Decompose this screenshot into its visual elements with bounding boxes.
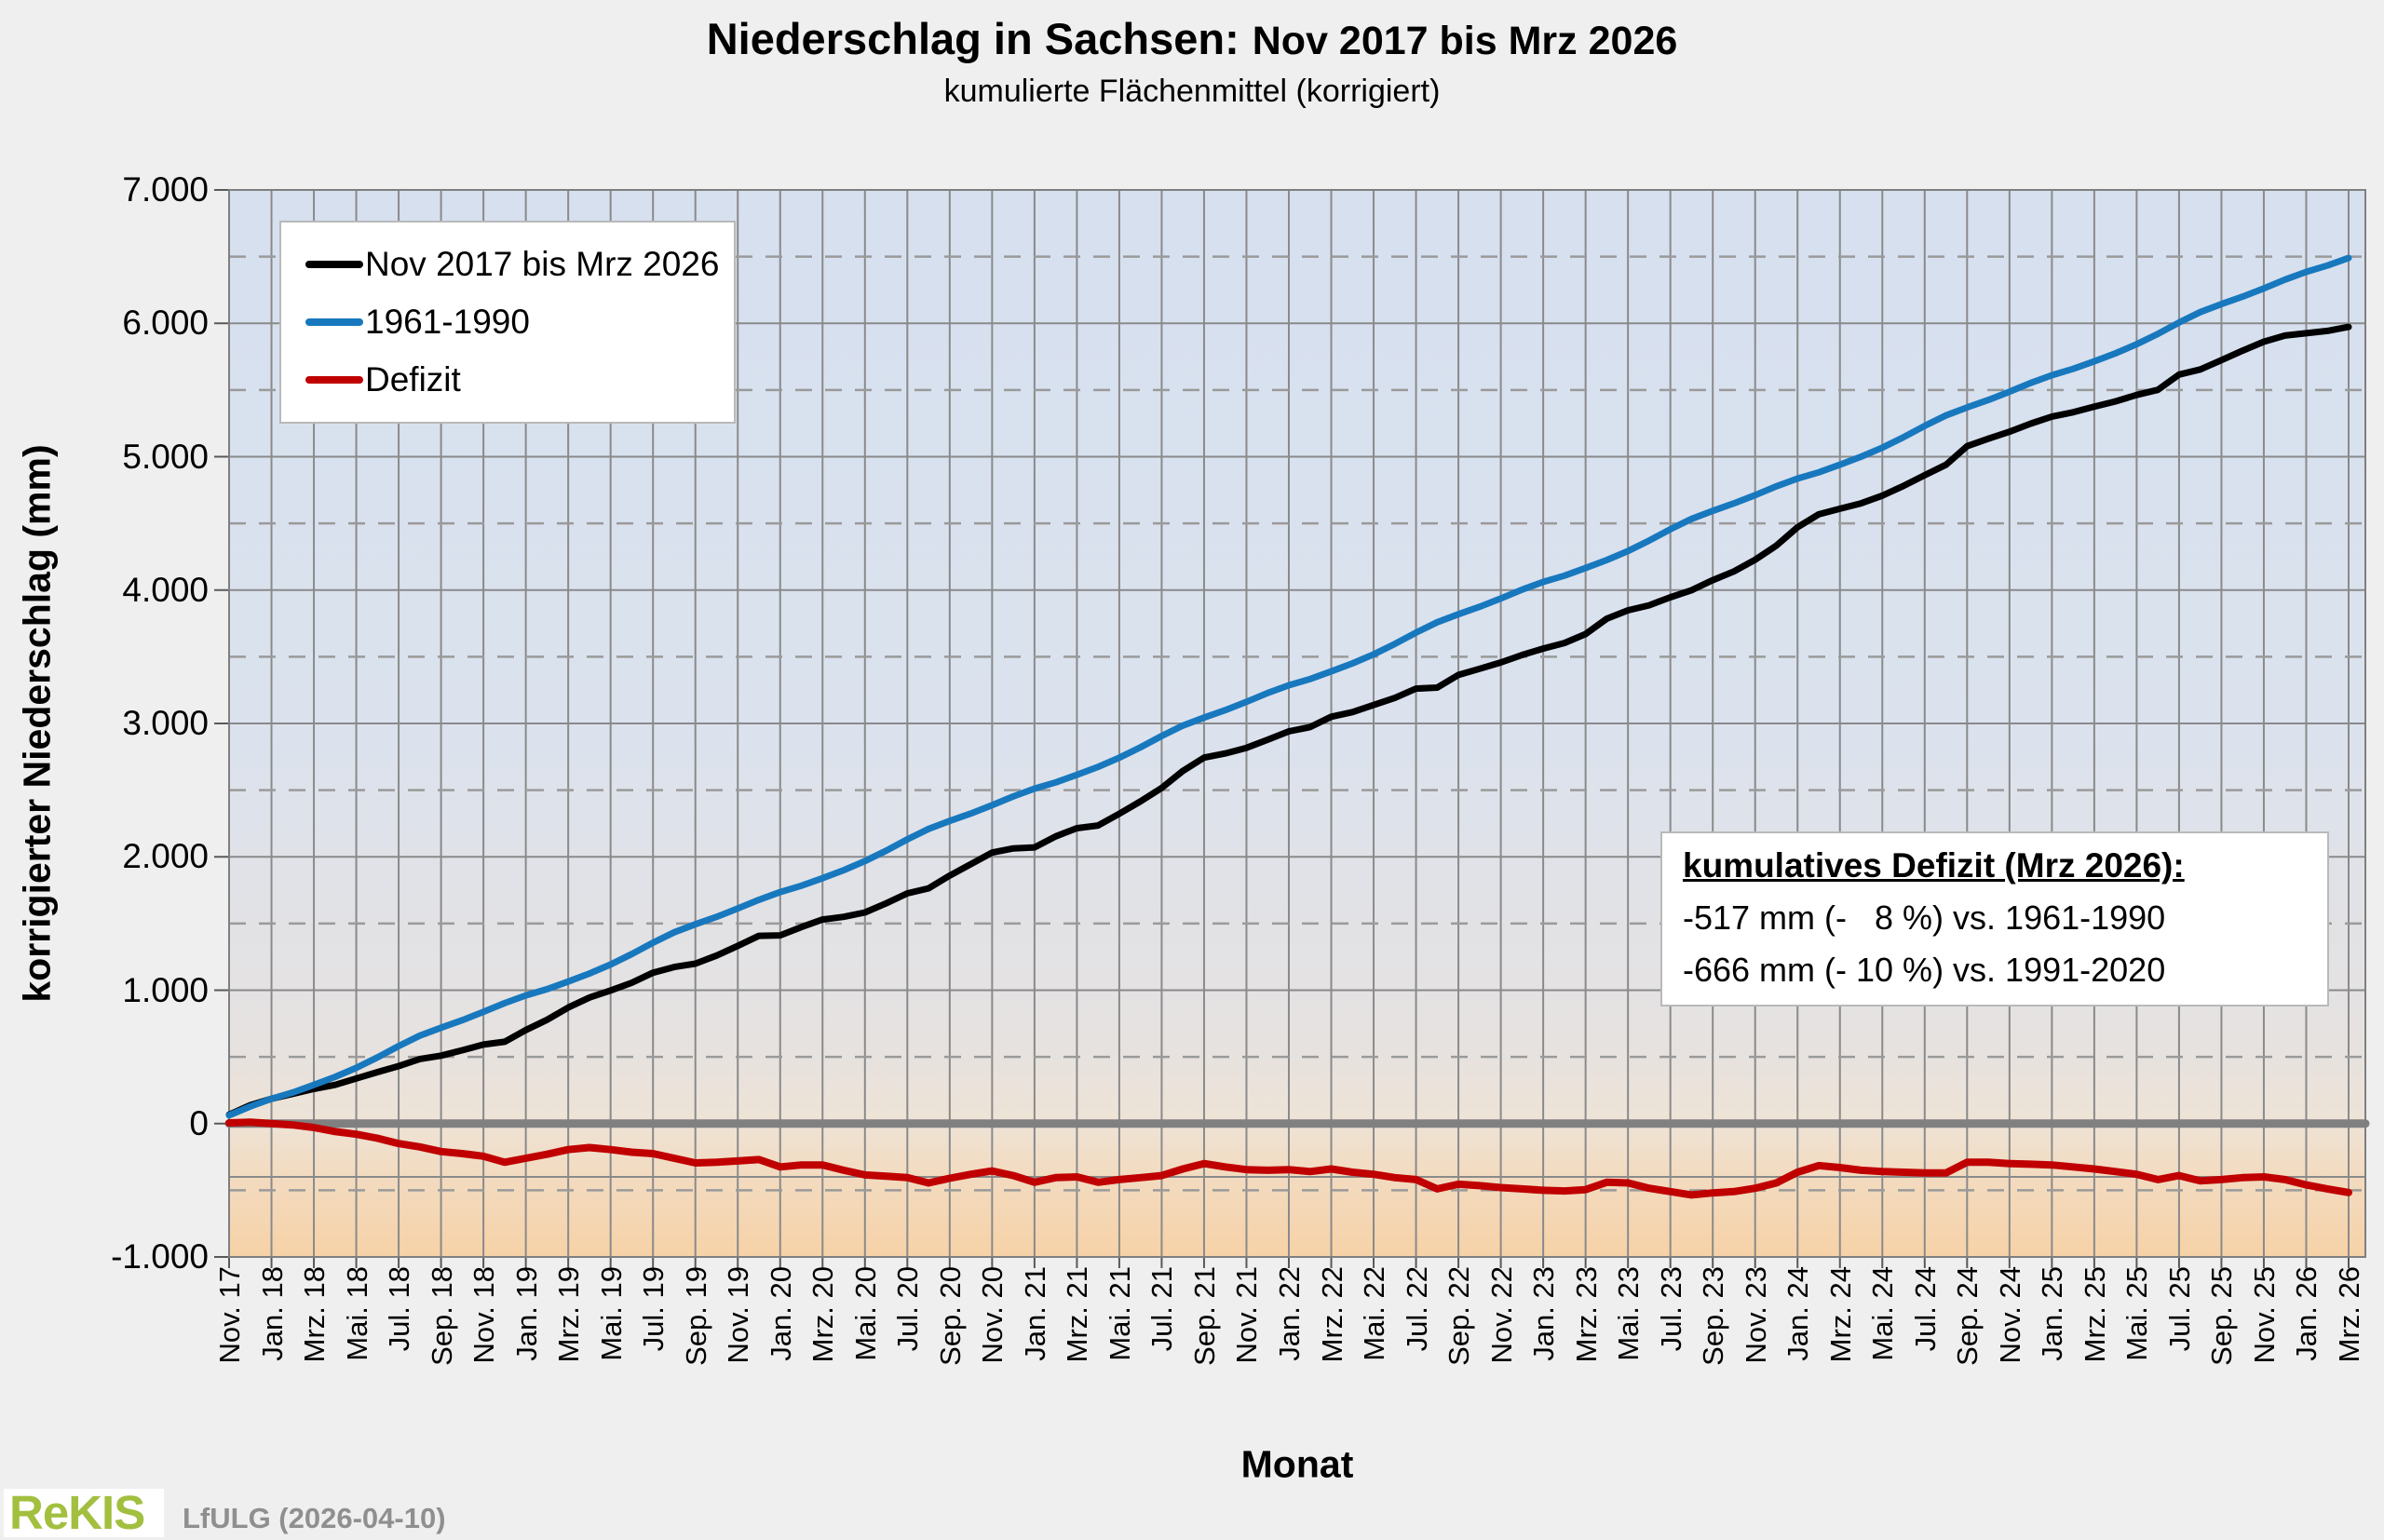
x-tick-label: Nov. 17	[213, 1266, 246, 1364]
deficit-annotation-box: kumulatives Defizit (Mrz 2026): -517 mm …	[1660, 831, 2329, 1006]
x-tick-label: Nov. 21	[1230, 1266, 1264, 1364]
x-tick-label: Mrz. 26	[2333, 1266, 2365, 1363]
y-tick-label: -1.000	[111, 1237, 209, 1276]
x-tick-label: Jul. 22	[1400, 1266, 1433, 1352]
x-tick-label: Jan. 19	[509, 1266, 543, 1361]
deficit-vs-1991-2020: -666 mm (- 10 %) vs. 1991-2020	[1683, 951, 2166, 989]
x-tick-label: Mai. 23	[1612, 1266, 1646, 1361]
legend: Nov 2017 bis Mrz 2026 1961-1990 Defizit	[279, 221, 736, 424]
rekis-logo: ReKIS	[4, 1489, 164, 1537]
x-tick-label: Nov. 24	[1993, 1266, 2026, 1364]
title-block: Niederschlag in Sachsen: Nov 2017 bis Mrz…	[0, 13, 2384, 110]
plot-border	[228, 189, 2366, 1258]
x-tick-label: Jan. 18	[255, 1266, 289, 1361]
chart-title: Niederschlag in Sachsen: Nov 2017 bis Mrz…	[0, 13, 2384, 64]
x-tick-label: Sep. 21	[1187, 1266, 1221, 1366]
x-tick-label: Jul. 25	[2162, 1266, 2196, 1352]
y-tick-label: 0	[189, 1103, 209, 1142]
deficit-vs-1961-1990: -517 mm (- 8 %) vs. 1961-1990	[1683, 898, 2166, 937]
x-tick-label: Nov. 19	[722, 1266, 755, 1364]
x-tick-label: Mai. 20	[848, 1266, 882, 1361]
x-tick-label: Sep. 18	[425, 1266, 458, 1366]
x-tick-label: Nov. 23	[1739, 1266, 1772, 1364]
x-tick-label: Mai. 18	[340, 1266, 373, 1361]
x-tick-label: Sep. 23	[1697, 1266, 1730, 1366]
x-tick-label: Mai. 22	[1358, 1266, 1391, 1361]
y-tick-label: 7.000	[122, 170, 209, 209]
legend-label: Nov 2017 bis Mrz 2026	[365, 245, 720, 283]
x-tick-label: Jul. 19	[637, 1266, 670, 1352]
x-tick-label: Mrz. 25	[2078, 1266, 2111, 1363]
legend-label: Defizit	[365, 360, 461, 399]
series-line-deficit	[225, 1118, 2352, 1199]
x-tick-label: Mai. 21	[1103, 1266, 1136, 1361]
x-tick-label: Jan. 23	[1527, 1266, 1561, 1361]
series-line-1961-1990	[225, 254, 2352, 1119]
legend-item-black: Nov 2017 bis Mrz 2026	[305, 236, 734, 293]
legend-item-red: Defizit	[305, 351, 734, 409]
y-tick-label: 1.000	[122, 970, 209, 1009]
x-axis-title: Monat	[1240, 1442, 1354, 1486]
source-credit: LfULG (2026-04-10)	[183, 1502, 446, 1534]
x-tick-label: Jan. 26	[2290, 1266, 2323, 1361]
x-tick-label: Mrz. 22	[1315, 1266, 1348, 1363]
x-tick-label: Sep. 22	[1443, 1266, 1476, 1366]
chart-subtitle: kumulierte Flächenmittel (korrigiert)	[943, 74, 1441, 109]
x-tick-label: Sep. 20	[933, 1266, 967, 1366]
x-tick-label: Jul. 24	[1908, 1266, 1942, 1352]
x-tick-label: Jan. 24	[1781, 1266, 1815, 1361]
x-tick-label: Jan. 22	[1273, 1266, 1306, 1361]
x-tick-label: Mai. 25	[2120, 1266, 2154, 1361]
x-tick-label: Jan. 25	[2036, 1266, 2069, 1361]
y-tick-label: 5.000	[122, 437, 209, 476]
x-tick-label: Jan. 20	[764, 1266, 797, 1361]
series-line-current-period	[225, 323, 2352, 1118]
blue-line-swatch	[305, 318, 363, 326]
y-tick-label: 4.000	[122, 570, 209, 609]
chart-title-main: Niederschlag in Sachsen:	[706, 14, 1239, 63]
legend-item-blue: 1961-1990	[305, 293, 734, 351]
x-tick-label: Mrz. 20	[806, 1266, 840, 1363]
legend-label: 1961-1990	[365, 303, 530, 341]
x-tick-label: Nov. 20	[976, 1266, 1009, 1364]
x-tick-label: Mai. 24	[1866, 1266, 1900, 1361]
x-tick-label: Mrz. 24	[1823, 1266, 1857, 1363]
x-tick-label: Sep. 24	[1951, 1266, 1984, 1366]
x-tick-label: Nov. 25	[2247, 1266, 2281, 1364]
x-tick-label: Mrz. 19	[552, 1266, 586, 1363]
x-tick-label: Mrz. 21	[1061, 1266, 1094, 1363]
rekis-logo-text: ReKIS	[9, 1486, 145, 1539]
x-tick-label: Sep. 19	[679, 1266, 712, 1366]
x-tick-label: Jul. 18	[383, 1266, 416, 1352]
x-tick-label: Jan. 21	[1018, 1266, 1051, 1361]
red-line-swatch	[305, 376, 363, 384]
chart-title-period: Nov 2017 bis Mrz 2026	[1252, 19, 1678, 63]
y-tick-label: 6.000	[122, 304, 209, 343]
black-line-swatch	[305, 261, 363, 268]
y-tick-label: 3.000	[122, 704, 209, 742]
x-tick-label: Jul. 21	[1145, 1266, 1179, 1352]
x-tick-label: Sep. 25	[2205, 1266, 2239, 1366]
y-tick-label: 2.000	[122, 837, 209, 876]
deficit-annotation-title: kumulatives Defizit (Mrz 2026):	[1683, 846, 2185, 885]
x-tick-label: Mai. 19	[594, 1266, 628, 1361]
x-tick-label: Mrz. 23	[1569, 1266, 1603, 1363]
x-tick-label: Jul. 23	[1654, 1266, 1687, 1352]
x-tick-label: Jul. 20	[891, 1266, 925, 1352]
x-tick-label: Nov. 18	[467, 1266, 501, 1364]
x-tick-label: Nov. 22	[1484, 1266, 1518, 1364]
x-tick-label: Mrz. 18	[298, 1266, 332, 1363]
